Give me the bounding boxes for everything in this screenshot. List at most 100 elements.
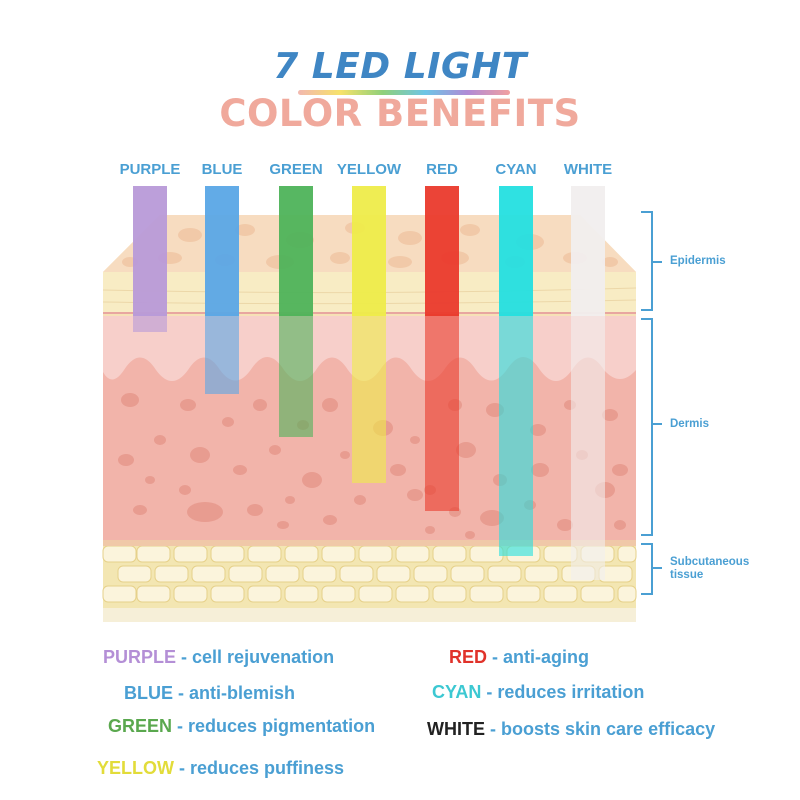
epidermis-cell: [178, 228, 202, 242]
light-beam-green: [279, 186, 313, 437]
benefit-text: - reduces irritation: [486, 682, 645, 702]
dermis-cell: [480, 510, 504, 526]
benefit-text: - anti-aging: [492, 647, 590, 667]
color-label-cyan: CYAN: [495, 161, 537, 178]
fat-cell: [210, 585, 245, 603]
dermis-cell: [390, 464, 406, 476]
fat-cell: [617, 585, 637, 603]
fat-cell: [247, 585, 282, 603]
fat-cell: [173, 545, 208, 563]
fat-cell: [395, 545, 430, 563]
light-beam-blue: [205, 186, 239, 394]
fat-cell: [265, 565, 300, 583]
benefit-purple: PURPLE - cell rejuvenation: [103, 647, 334, 668]
dermis-cell: [187, 502, 223, 522]
fat-cell: [376, 565, 411, 583]
benefit-white: WHITE - boosts skin care efficacy: [427, 719, 715, 740]
benefit-text: - reduces pigmentation: [177, 716, 376, 736]
benefit-text: - anti-blemish: [178, 683, 296, 703]
dermis-cell: [154, 435, 166, 445]
dermis-bracket: [641, 318, 653, 536]
dermis-cell: [222, 417, 234, 427]
fat-cell: [247, 545, 282, 563]
dermis-cell: [277, 521, 289, 529]
dermis-cell: [322, 398, 338, 412]
light-beam-cyan: [499, 186, 533, 556]
light-beams: [133, 186, 605, 580]
dermis-cell: [530, 424, 546, 436]
color-label-white: WHITE: [563, 161, 613, 178]
dermis-cell: [133, 505, 147, 515]
layer-label-subcutaneous-line1: Subcutaneous: [670, 556, 750, 568]
dermis-cell: [340, 451, 350, 459]
fat-cell: [321, 545, 356, 563]
fat-cell: [136, 545, 171, 563]
light-beam-purple: [133, 186, 167, 332]
dermis-cell: [285, 496, 295, 504]
dermis-cell: [233, 465, 247, 475]
fat-cell: [284, 585, 319, 603]
title-gradient-underline: [298, 90, 510, 95]
benefit-name: BLUE: [124, 683, 173, 703]
dermis-cell: [531, 463, 549, 477]
color-label-yellow: YELLOW: [336, 161, 402, 178]
fat-cell: [506, 585, 541, 603]
dermis-cell: [253, 399, 267, 411]
dermis-cell: [602, 409, 618, 421]
fat-cell: [469, 545, 504, 563]
epidermis-cell: [398, 231, 422, 245]
fat-cell: [339, 565, 374, 583]
dermis-cell: [425, 526, 435, 534]
dermis-cell: [612, 464, 628, 476]
fat-cell: [524, 565, 559, 583]
fat-cell: [487, 565, 522, 583]
benefit-name: RED: [449, 647, 488, 667]
benefit-name: GREEN: [108, 716, 173, 736]
color-label-blue: BLUE: [201, 161, 243, 178]
layer-label-dermis: Dermis: [670, 418, 709, 430]
dermis-cell: [614, 520, 626, 530]
layer-label-epidermis: Epidermis: [670, 255, 726, 267]
dermis-cell: [269, 445, 281, 455]
benefit-text: - boosts skin care efficacy: [490, 719, 716, 739]
epidermis-bracket: [641, 211, 653, 311]
fat-cell: [210, 545, 245, 563]
dermis-cell: [190, 447, 210, 463]
layer-label-subcutaneous-line2: tissue: [670, 569, 704, 581]
fat-cell: [284, 545, 319, 563]
epidermis-cell: [602, 257, 618, 267]
fat-cell: [617, 545, 637, 563]
benefit-name: PURPLE: [103, 647, 177, 667]
dermis-cell: [302, 472, 322, 488]
title-line1: 7 LED LIGHT: [273, 46, 527, 87]
subcutaneous-layer: [102, 540, 637, 622]
color-label-purple: PURPLE: [119, 161, 181, 178]
subcutaneous-bracket: [641, 543, 653, 595]
dermis-cell: [179, 485, 191, 495]
benefit-blue: BLUE - anti-blemish: [124, 683, 295, 704]
dermis-cell: [118, 454, 134, 466]
fat-cell: [432, 545, 467, 563]
fat-cell: [432, 585, 467, 603]
fat-cell: [358, 585, 393, 603]
color-label-red: RED: [426, 161, 458, 178]
fat-cell: [395, 585, 430, 603]
color-label-green: GREEN: [269, 161, 323, 178]
fat-cell: [450, 565, 485, 583]
fat-cell: [117, 565, 152, 583]
dermis-cell: [410, 436, 420, 444]
fat-cell: [302, 565, 337, 583]
dermis-cell: [557, 519, 573, 531]
fat-cell: [321, 585, 356, 603]
dermis-cell: [121, 393, 139, 407]
dermis-cell: [456, 442, 476, 458]
fat-cell: [413, 565, 448, 583]
fat-cell: [543, 585, 578, 603]
dermis-cell: [180, 399, 196, 411]
benefit-text: - reduces puffiness: [179, 758, 345, 778]
benefit-name: WHITE: [427, 719, 485, 739]
dermis-cell: [247, 504, 263, 516]
benefit-name: YELLOW: [97, 758, 174, 778]
fat-cell: [154, 565, 189, 583]
